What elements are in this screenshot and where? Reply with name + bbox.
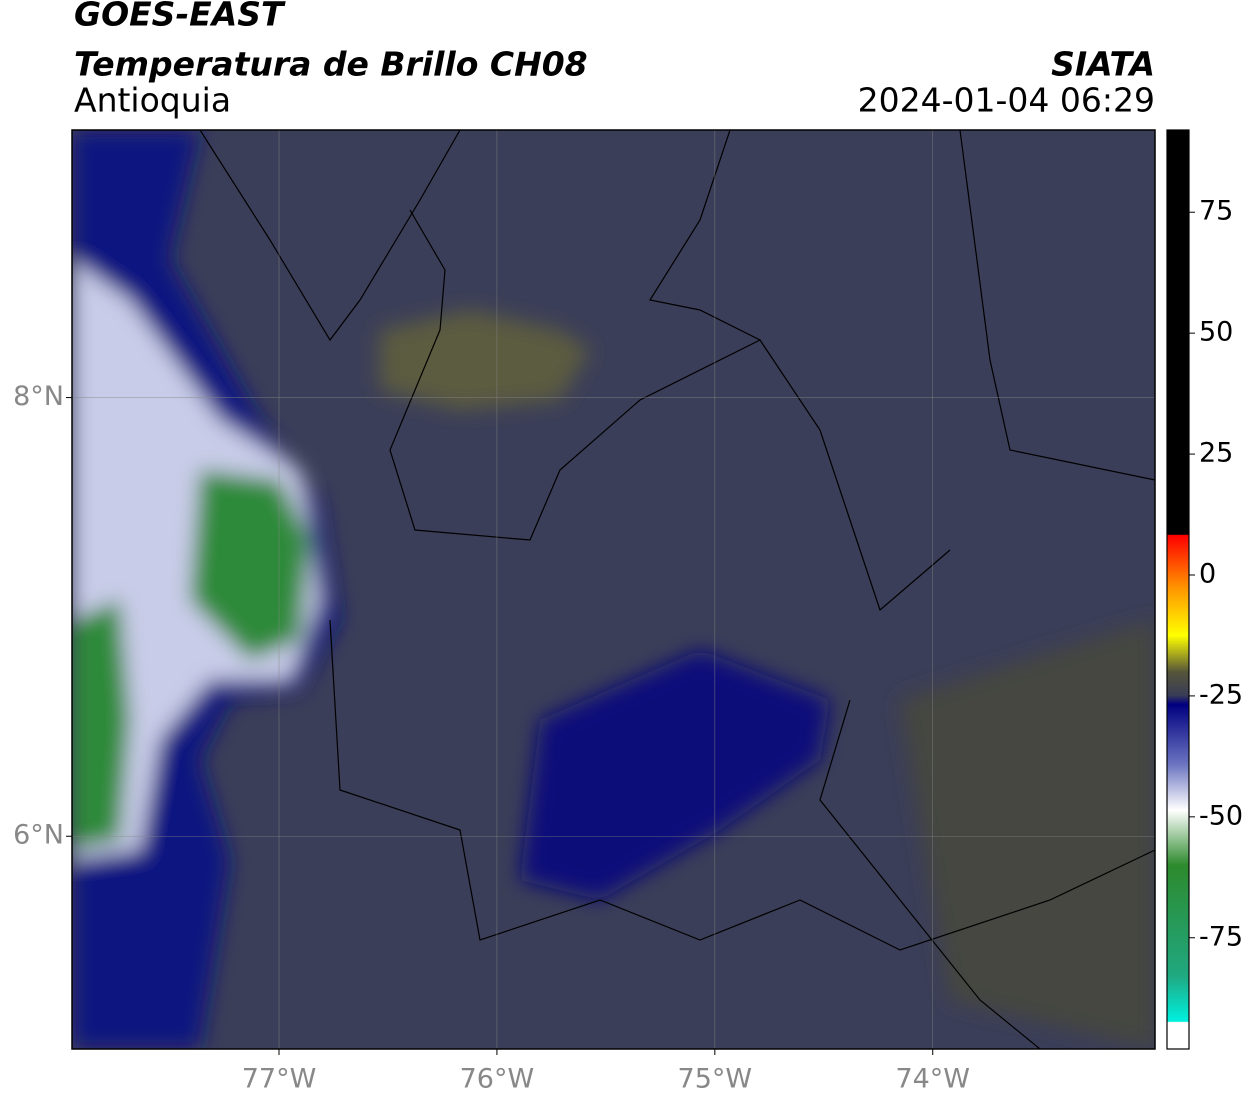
- subtitle: Temperatura de Brillo CH08: [74, 45, 588, 84]
- colorbar: [1166, 129, 1190, 1050]
- timestamp: 2024-01-04 06:29: [858, 81, 1155, 120]
- colorbar-tick-label: -25: [1199, 679, 1243, 710]
- x-tick-label: 77°W: [242, 1064, 317, 1095]
- colorbar-tick-label: 25: [1199, 438, 1233, 469]
- grid: [72, 130, 1155, 1049]
- y-tick-label: 6°N: [13, 820, 64, 851]
- y-tick-label: 8°N: [13, 381, 64, 412]
- map-frame: [71, 129, 1156, 1050]
- title: GOES-EAST: [74, 0, 286, 34]
- x-tick-label: 75°W: [678, 1064, 753, 1095]
- source: SIATA: [1051, 45, 1155, 84]
- x-tick-label: 74°W: [895, 1064, 970, 1095]
- colorbar-tick-label: 75: [1199, 196, 1233, 227]
- colorbar-tick-label: -75: [1199, 921, 1243, 952]
- colorbar-tick-label: -50: [1199, 800, 1243, 831]
- colorbar-tick-label: 50: [1199, 317, 1233, 348]
- x-tick-label: 76°W: [460, 1064, 535, 1095]
- region: Antioquia: [74, 81, 231, 120]
- colorbar-tick-label: 0: [1199, 558, 1216, 589]
- map-image: [72, 130, 1155, 1049]
